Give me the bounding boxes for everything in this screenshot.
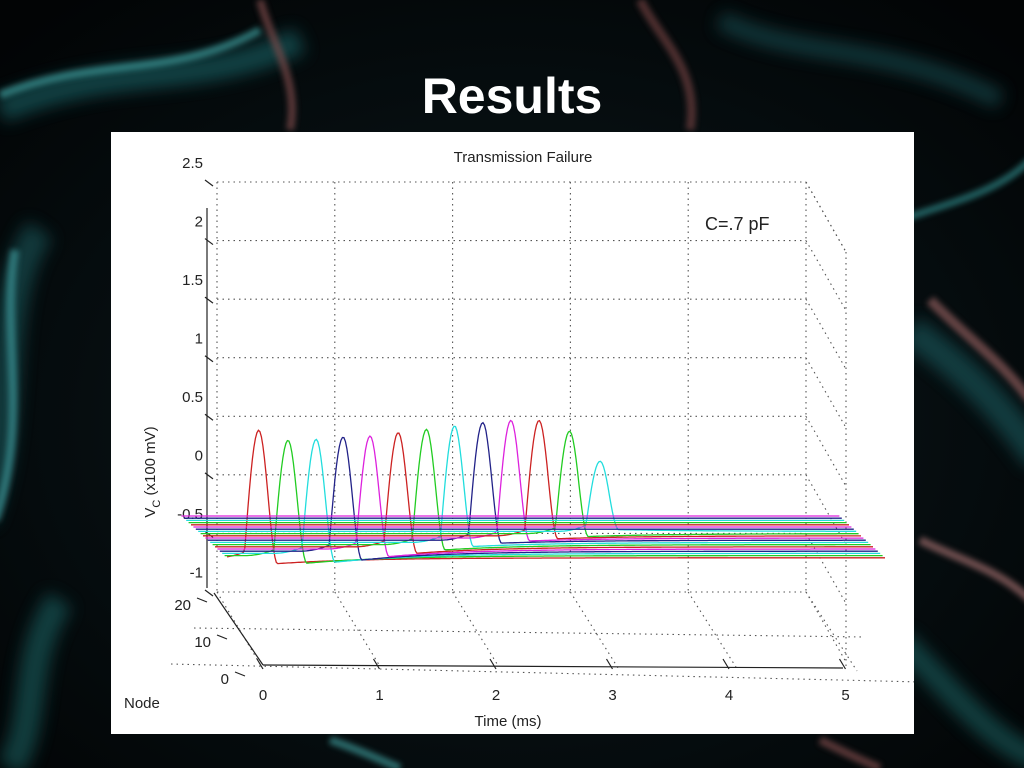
series-trace-node-6 — [215, 432, 873, 554]
series-trace-node-9 — [207, 421, 866, 544]
x-tick-label: 5 — [841, 687, 849, 704]
series-trace-node-7 — [212, 428, 871, 551]
series-trace-node-10 — [205, 419, 864, 542]
z-tick-label: -1 — [190, 565, 203, 582]
grid-line-floor — [569, 591, 619, 669]
grid-line-floor — [334, 591, 380, 666]
z-tick-label: 2.5 — [182, 155, 203, 172]
grid-line-side — [805, 357, 847, 428]
grid-line-side — [805, 533, 847, 604]
chart-series-group — [181, 419, 885, 565]
y-axis-label-subscript: C — [151, 500, 163, 508]
x-tick-mark — [722, 658, 730, 670]
grid-line-floor — [687, 591, 739, 670]
x-tick-mark — [489, 658, 497, 670]
x-tick-mark — [372, 658, 381, 670]
grid-line-side — [805, 181, 847, 253]
node-tick-label: 10 — [194, 634, 211, 651]
x-tick-mark — [838, 658, 847, 670]
chart-figure-panel: 2.5 2 1.5 1 0.5 0 -0.5 -1 20 10 0 0 1 2 3 4 5 Transmissi… — [111, 132, 914, 734]
z-tick-label: 1 — [195, 331, 203, 348]
z-tick-mark — [204, 238, 214, 246]
x-tick-mark — [256, 658, 264, 670]
grid-line-node — [193, 627, 865, 638]
capacitance-annotation: C=.7 pF — [705, 214, 770, 234]
x-axis-label: Time (ms) — [475, 713, 542, 730]
x-axis-line — [262, 664, 844, 669]
grid-line-side — [805, 298, 847, 370]
grid-line-floor — [805, 591, 858, 672]
x-tick-label: 3 — [608, 687, 616, 704]
grid-line-floor — [452, 591, 500, 668]
x-tick-label: 4 — [725, 687, 733, 704]
z-tick-mark — [204, 413, 214, 421]
grid-line-side — [805, 240, 847, 311]
series-trace-node-5 — [217, 435, 876, 558]
z-tick-mark — [204, 296, 214, 304]
series-trace-node-3 — [222, 438, 881, 563]
x-tick-label: 2 — [492, 687, 500, 704]
node-tick-mark — [216, 634, 228, 640]
x-tick-label: 1 — [375, 687, 383, 704]
z-tick-mark — [204, 530, 214, 538]
z-tick-mark — [204, 179, 214, 187]
y-axis-label-units: (x100 mV) — [142, 426, 159, 499]
grid-line-side — [805, 591, 847, 663]
slide-title: Results — [421, 68, 603, 124]
z-tick-label: 1.5 — [182, 272, 203, 289]
series-trace-node-12 — [200, 430, 859, 538]
node-axis-line — [213, 592, 264, 666]
node-tick-mark — [234, 671, 246, 677]
z-tick-mark — [204, 355, 214, 363]
x-tick-label: 0 — [259, 687, 267, 704]
series-trace-node-8 — [210, 425, 869, 548]
z-tick-label: 2 — [195, 214, 203, 231]
y-axis-label-main: V — [142, 508, 159, 518]
z-tick-mark — [204, 589, 214, 597]
z-tick-label: 0 — [195, 448, 203, 465]
svg-text:VC (x100 mV): VC (x100 mV) — [142, 426, 163, 517]
chart-grid — [170, 181, 914, 683]
z-tick-label: 0.5 — [182, 389, 203, 406]
chart-title: Transmission Failure — [454, 149, 593, 166]
node-axis-label: Node — [124, 695, 160, 712]
x-tick-mark — [605, 658, 614, 670]
y-axis-label-group: VC (x100 mV) — [142, 426, 163, 517]
series-trace-node-11 — [203, 419, 861, 540]
z-tick-mark — [204, 472, 214, 480]
node-tick-label: 0 — [221, 671, 229, 688]
node-tick-label: 20 — [174, 597, 191, 614]
grid-line-side — [805, 416, 847, 487]
series-trace-node-13 — [198, 460, 857, 533]
node-tick-mark — [196, 597, 208, 603]
